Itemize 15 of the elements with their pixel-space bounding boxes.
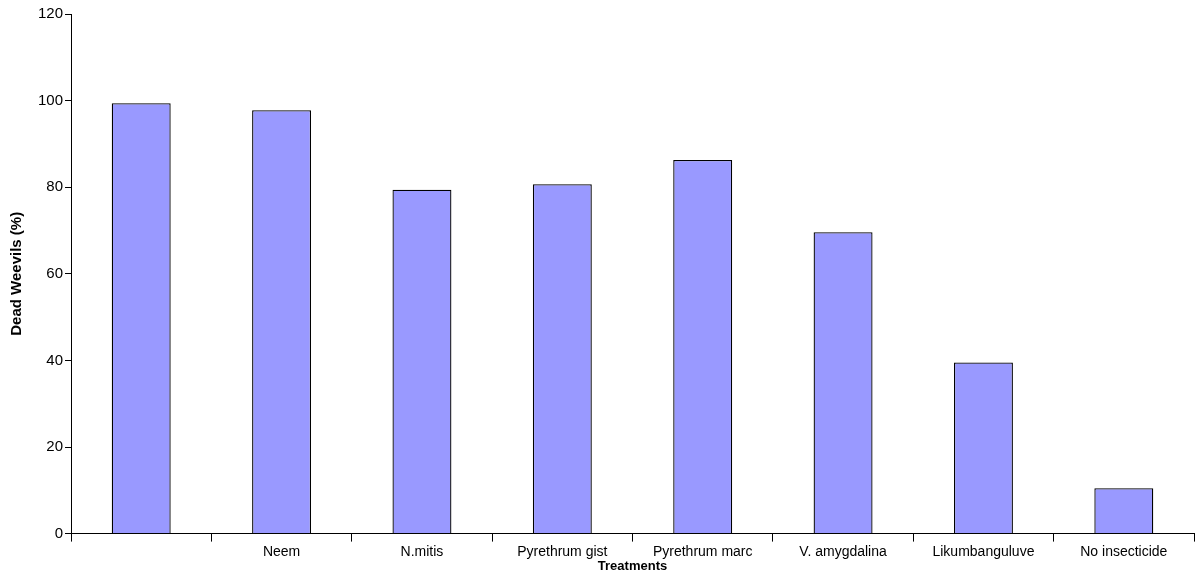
y-tick-label: 40: [46, 350, 64, 368]
x-tick-label: Neem: [262, 542, 301, 559]
y-axis-title: Dead Weevils (%): [7, 211, 25, 336]
x-tick-label: V. amygdalina: [799, 542, 887, 559]
y-tick-label: 80: [46, 177, 64, 195]
x-tick-label: Likumbanguluve: [932, 542, 1035, 559]
x-tick-label: No insecticide: [1080, 542, 1168, 559]
y-tick-label: 100: [38, 90, 64, 108]
y-tick-label: 0: [54, 523, 64, 541]
y-tick-label: 60: [46, 263, 64, 281]
y-tick-label: 20: [46, 437, 64, 455]
x-tick-label: Pyrethrum gist: [517, 542, 608, 559]
x-tick-label: N.mitis: [400, 542, 444, 559]
x-tick-label: Pyrethrum marc: [652, 542, 753, 559]
y-tick-label: 120: [38, 4, 64, 22]
